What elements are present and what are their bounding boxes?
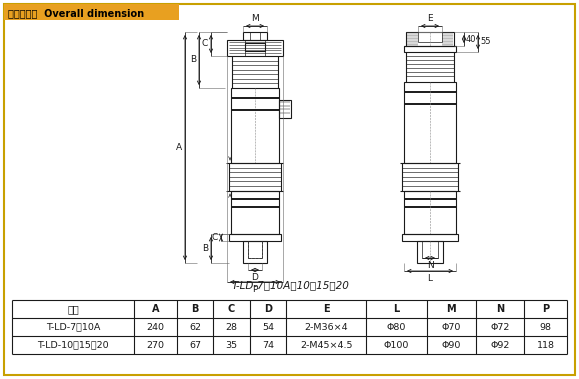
Bar [417,241,443,263]
Bar [231,88,279,163]
Text: E: E [323,304,329,314]
Text: 35: 35 [225,340,237,349]
Bar [406,32,454,46]
Bar [229,234,281,241]
Text: E: E [427,14,433,23]
Text: C: C [201,39,208,49]
Text: 62: 62 [189,323,201,332]
Text: T-LD-7、10A、10、15、20: T-LD-7、10A、10、15、20 [231,280,349,290]
Text: 98: 98 [540,323,552,332]
Text: L: L [393,304,400,314]
Text: 118: 118 [537,340,555,349]
Bar [279,100,291,118]
Text: 2-M45×4.5: 2-M45×4.5 [300,340,353,349]
Text: A: A [152,304,159,314]
Text: M: M [251,14,259,23]
Text: 28: 28 [226,323,237,332]
Text: 40: 40 [466,34,477,44]
Bar [243,32,267,40]
Text: A: A [176,143,182,152]
Text: 270: 270 [146,340,164,349]
Bar [404,46,456,52]
Bar [404,191,456,234]
Text: P: P [252,285,258,294]
Text: Φ92: Φ92 [490,340,510,349]
Text: P: P [542,304,549,314]
Bar [404,82,456,163]
Text: Φ90: Φ90 [441,340,461,349]
Text: B: B [191,304,199,314]
Text: Φ80: Φ80 [387,323,406,332]
Text: D: D [264,304,272,314]
Text: B: B [190,55,196,64]
Text: 67: 67 [189,340,201,349]
Text: 外形尺寸：  Overall dimension: 外形尺寸： Overall dimension [8,8,144,18]
Text: B: B [202,244,208,253]
Text: 2-M36×4: 2-M36×4 [305,323,348,332]
Bar [4,4,179,20]
Text: N: N [496,304,504,314]
Text: T-LD-10、15、20: T-LD-10、15、20 [37,340,109,349]
Text: D: D [251,273,258,282]
Text: C: C [228,304,235,314]
Bar [402,234,458,241]
Bar [243,241,267,263]
Text: C: C [212,233,218,242]
Text: 54: 54 [262,323,274,332]
Text: 型号: 型号 [67,304,79,314]
Bar [231,191,279,234]
Bar [227,40,283,56]
Text: Φ72: Φ72 [490,323,510,332]
Text: Φ100: Φ100 [383,340,409,349]
Text: 240: 240 [146,323,164,332]
Text: L: L [427,274,433,283]
Text: 74: 74 [262,340,274,349]
Text: Φ70: Φ70 [441,323,461,332]
Text: M: M [446,304,456,314]
Text: 55: 55 [480,38,490,47]
Text: T-LD-7、10A: T-LD-7、10A [46,323,100,332]
Text: N: N [427,261,433,270]
Bar [245,43,265,51]
